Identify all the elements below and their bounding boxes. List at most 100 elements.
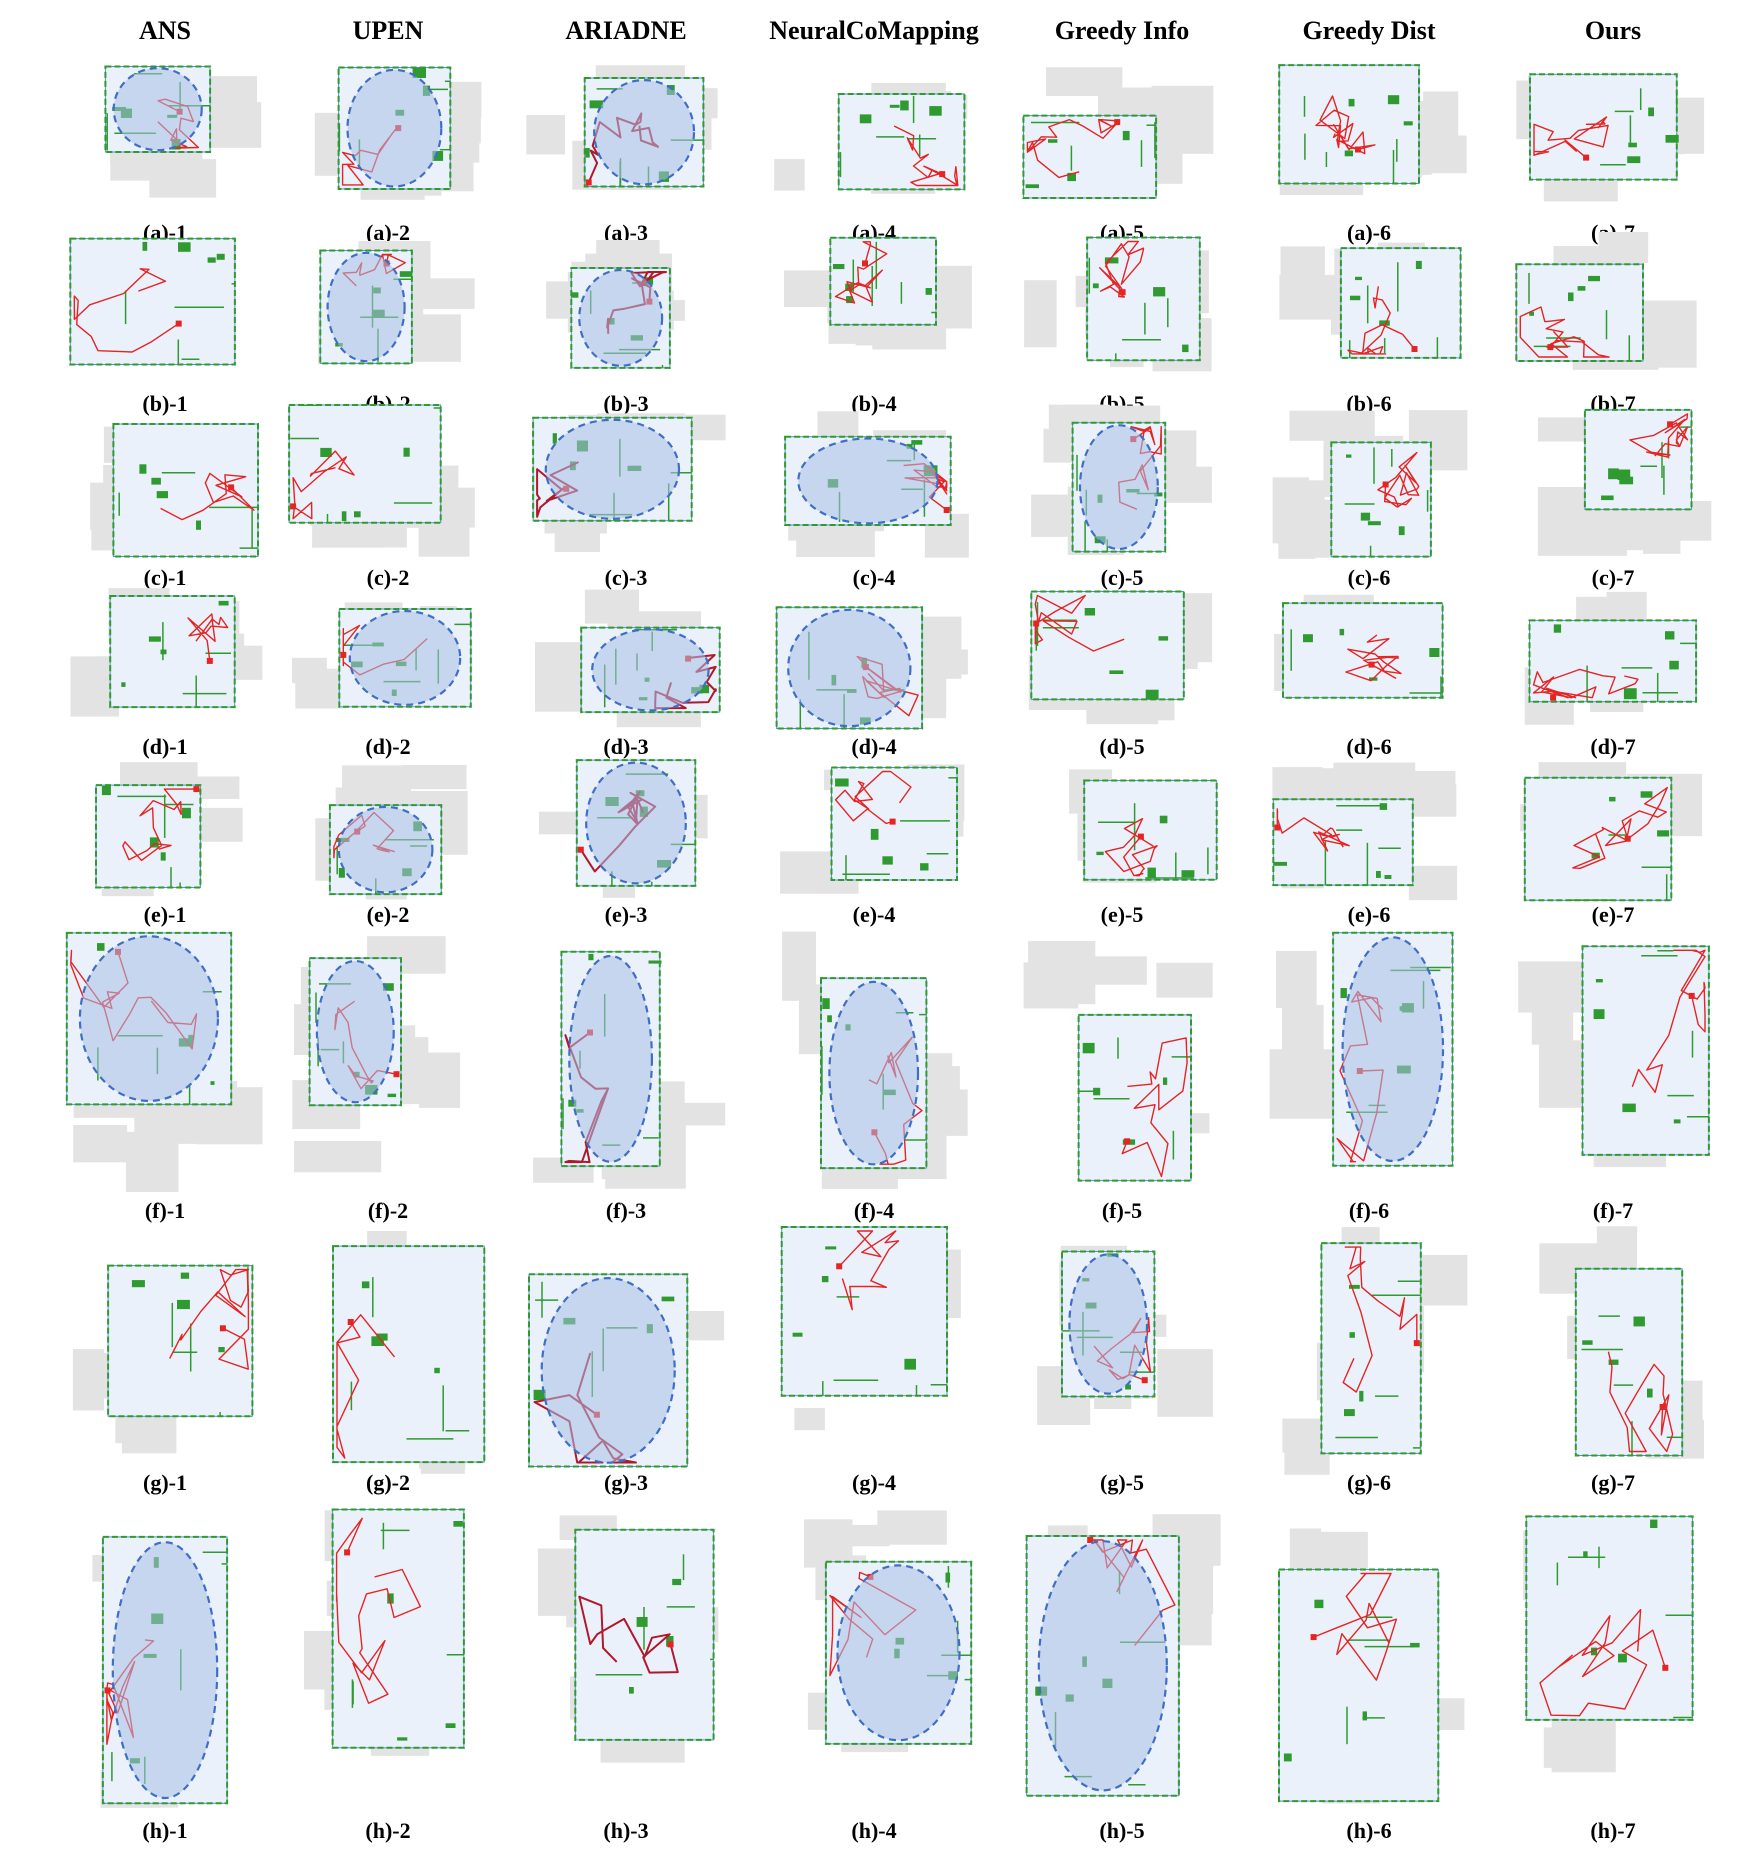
highlight-ellipse (1037, 1540, 1168, 1792)
map-panel-d-6 (1269, 588, 1469, 731)
map-panel-e-3 (526, 759, 726, 902)
obstacle-boundary (1022, 114, 1158, 199)
explored-area (781, 1226, 948, 1397)
obstacle-boundary (574, 1528, 715, 1741)
exploration-map-g-5 (1037, 1245, 1213, 1425)
panel-caption-e-4: (e)-4 (852, 902, 896, 927)
exploration-map-d-3 (535, 589, 721, 728)
exploration-map-h-7 (1523, 1515, 1694, 1773)
panel-caption-g-6: (g)-6 (1347, 1470, 1391, 1495)
map-panel-h-6 (1269, 1508, 1469, 1810)
robot-trajectory (122, 788, 198, 862)
robot-position-marker (1033, 620, 1040, 627)
robot-position-marker (1137, 833, 1144, 840)
map-panel-g-5 (1022, 1222, 1222, 1476)
panel-caption-a-6: (a)-6 (1347, 220, 1391, 245)
explored-area (829, 237, 937, 326)
robot-position-marker (344, 1549, 351, 1556)
robot-position-marker (347, 1319, 354, 1325)
column-header-greedy-dist: Greedy Dist (1302, 16, 1436, 45)
exploration-map-b-3 (546, 240, 685, 369)
robot-position-marker (193, 786, 200, 793)
robot-position-marker (1355, 146, 1361, 153)
obstacle-boundary (107, 1264, 254, 1418)
obstacle-boundary (1086, 236, 1201, 362)
map-panel-d-4 (774, 588, 974, 731)
robot-trajectory (1276, 808, 1350, 852)
map-panel-e-7 (1513, 759, 1713, 902)
panel-caption-b-4: (b)-4 (851, 391, 897, 416)
highlight-ellipse (78, 935, 220, 1103)
highlight-ellipse (1068, 1253, 1149, 1395)
panel-caption-b-3: (b)-3 (603, 391, 649, 416)
highlight-ellipse (585, 761, 687, 885)
explored-area (107, 1265, 253, 1417)
exploration-map-c-7 (1537, 408, 1712, 556)
exploration-map-f-7 (1518, 945, 1710, 1168)
explored-area (1515, 263, 1644, 362)
map-panel-d-2 (288, 588, 488, 731)
obstacle-boundary (288, 404, 442, 524)
map-panel-g-2 (288, 1222, 488, 1476)
exploration-map-f-6 (1269, 931, 1454, 1167)
map-panel-f-6 (1269, 930, 1469, 1192)
robot-trajectory (1539, 1608, 1666, 1717)
panel-caption-e-3: (e)-3 (604, 902, 648, 927)
exploration-map-d-4 (775, 606, 968, 730)
map-panel-e-4 (774, 759, 974, 902)
robot-position-marker (1667, 421, 1674, 428)
panel-caption-e-6: (e)-6 (1347, 902, 1391, 927)
exploration-map-f-2 (292, 936, 461, 1173)
highlight-ellipse (836, 1564, 961, 1742)
obstacle-boundary (837, 93, 966, 191)
obstacle-boundary (1339, 247, 1462, 359)
obstacle-boundary (332, 1245, 486, 1464)
robot-position-marker (667, 1641, 674, 1648)
map-panel-a-7 (1513, 62, 1713, 202)
panel-caption-g-7: (g)-7 (1591, 1470, 1635, 1495)
highlight-ellipse (111, 1541, 219, 1800)
exploration-map-b-7 (1515, 232, 1697, 370)
map-panel-b-5 (1022, 232, 1222, 372)
map-panel-f-2 (288, 930, 488, 1192)
explored-area (1083, 780, 1218, 881)
panel-caption-h-2: (h)-2 (365, 1818, 411, 1843)
panel-caption-c-7: (c)-7 (1591, 565, 1635, 590)
highlight-ellipse (578, 268, 664, 367)
explored-area (1330, 441, 1432, 558)
map-panel-h-1 (65, 1508, 265, 1810)
panel-caption-d-7: (d)-7 (1590, 734, 1636, 759)
explored-area (332, 1245, 485, 1463)
robot-trajectory (187, 613, 229, 661)
robot-trajectory (335, 1517, 422, 1704)
map-panel-g-3 (526, 1222, 726, 1476)
exploration-map-c-2 (288, 404, 475, 557)
robot-trajectory (1345, 634, 1402, 682)
exploration-map-b-6 (1279, 242, 1462, 359)
robot-position-marker (340, 651, 347, 658)
obstacle-boundary (830, 766, 958, 881)
obstacle-boundary (112, 423, 260, 558)
explored-area (112, 423, 259, 557)
exploration-map-g-4 (780, 1226, 961, 1431)
obstacle-boundary (69, 237, 236, 366)
exploration-map-h-6 (1278, 1528, 1465, 1804)
obstacle-boundary (1515, 263, 1644, 363)
map-panel-d-5 (1022, 588, 1222, 731)
panel-caption-h-3: (h)-3 (603, 1818, 649, 1843)
map-panel-b-4 (774, 232, 974, 372)
robot-trajectory (1098, 240, 1145, 298)
panel-caption-f-4: (f)-4 (853, 1198, 895, 1223)
highlight-ellipse (112, 67, 203, 152)
highlight-ellipse (591, 628, 710, 712)
map-panel-e-1 (65, 759, 265, 902)
obstacle-boundary (780, 1226, 949, 1397)
explored-area (1086, 237, 1201, 361)
panel-caption-c-1: (c)-1 (143, 565, 187, 590)
robot-trajectory (1532, 668, 1639, 699)
robot-position-marker (1124, 1138, 1131, 1145)
exploration-map-f-1 (65, 931, 263, 1192)
map-panel-c-2 (288, 402, 488, 560)
map-panel-b-3 (526, 232, 726, 372)
panel-caption-c-4: (c)-4 (852, 565, 896, 590)
